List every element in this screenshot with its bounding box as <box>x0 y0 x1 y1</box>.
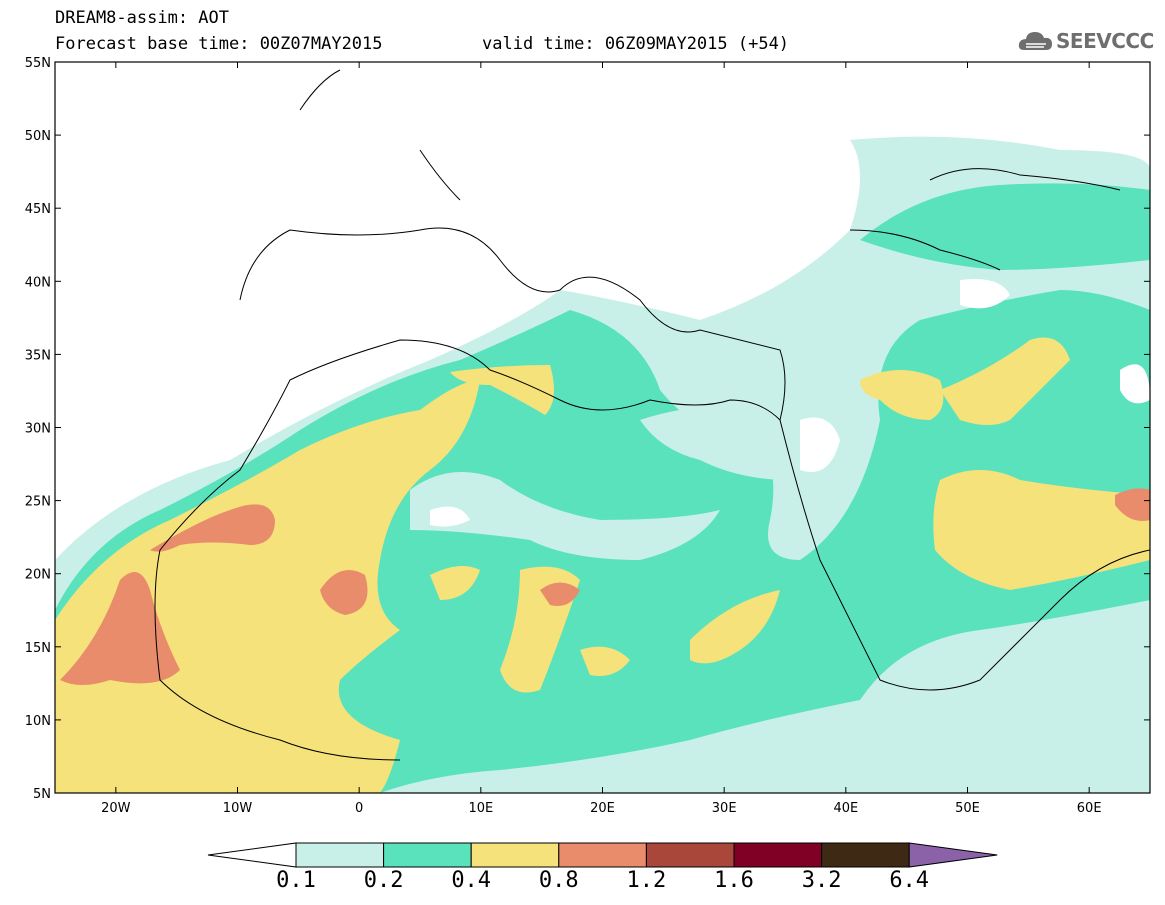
forecast-times: Forecast base time: 00Z07MAY2015 valid ti… <box>55 34 789 54</box>
aot-contours <box>55 62 1150 793</box>
aot-band-0.8-oman <box>1115 488 1150 521</box>
lon-label-20W: 20W <box>101 801 131 816</box>
legend-box <box>645 842 735 868</box>
aot-band-0.8-mauritania <box>150 504 275 552</box>
lat-label-25N: 25N <box>25 495 51 510</box>
legend-box <box>733 842 823 868</box>
aot-hole-egypt <box>640 406 792 480</box>
aot-band-0.4-chad <box>430 566 480 600</box>
valid-time: valid time: 06Z09MAY2015 (+54) <box>482 34 790 54</box>
legend-box <box>821 842 910 868</box>
legend-label: 0.8 <box>538 868 579 893</box>
cloud-icon <box>1018 32 1052 50</box>
lon-label-50E: 50E <box>955 801 980 816</box>
aot-hole-white-4 <box>1120 364 1150 404</box>
lat-label-50N: 50N <box>25 129 51 144</box>
lat-label-5N: 5N <box>33 787 51 802</box>
seevccc-logo: SEEVCCC <box>1018 26 1154 56</box>
legend-label: 0.2 <box>363 868 404 893</box>
color-bar <box>207 842 998 868</box>
coastlines <box>154 69 1150 761</box>
aot-hole-white-3 <box>960 279 1010 309</box>
lon-label-10E: 10E <box>468 801 493 816</box>
lon-label-20E: 20E <box>590 801 615 816</box>
aot-band-0.4-chad2 <box>580 646 630 676</box>
aot-band-0.4-west <box>55 380 480 793</box>
aot-hole-white-1 <box>800 417 840 472</box>
aot-band-0.4-north <box>450 365 554 415</box>
lat-label-40N: 40N <box>25 275 51 290</box>
aot-band-0.4-sudan2 <box>690 590 780 664</box>
logo-text: SEEVCCC <box>1056 29 1154 53</box>
aot-band-0.4-iraq <box>860 370 944 420</box>
lat-label-15N: 15N <box>25 641 51 656</box>
lat-label-35N: 35N <box>25 348 51 363</box>
lat-label-20N: 20N <box>25 568 51 583</box>
aot-band-0.8-chad <box>540 582 580 606</box>
aot-band-0.2-north <box>860 183 1150 270</box>
legend-label: 6.4 <box>889 868 930 893</box>
lon-label-40E: 40E <box>833 801 858 816</box>
legend-label: 0.1 <box>276 868 316 893</box>
lon-label-0: 0 <box>355 801 363 816</box>
base-time: Forecast base time: 00Z07MAY2015 <box>55 34 383 54</box>
lat-label-10N: 10N <box>25 714 51 729</box>
aot-band-0.4-arabia <box>933 470 1150 590</box>
aot-hole-sahara <box>410 472 720 560</box>
aot-hole-white-2 <box>430 506 470 527</box>
lat-label-55N: 55N <box>25 56 51 71</box>
legend-label: 0.4 <box>451 868 492 893</box>
longitude-axis: 20W 10W 0 10E 20E 30E 40E 50E 60E <box>101 62 1102 816</box>
legend-box <box>470 842 560 868</box>
map-title: DREAM8-assim: AOT <box>55 8 229 28</box>
legend-label: 3.2 <box>801 868 842 893</box>
aot-band-0.8-west <box>60 572 180 685</box>
latitude-axis: 55N 50N 45N 40N 35N 30N 25N 20N 15N 10N 5N <box>25 56 1150 802</box>
aot-band-0.4-iran <box>940 337 1070 425</box>
legend-min-arrow <box>207 842 297 868</box>
lat-label-45N: 45N <box>25 202 51 217</box>
lat-label-30N: 30N <box>25 422 51 437</box>
lon-label-60E: 60E <box>1077 801 1102 816</box>
legend-max-arrow <box>908 842 998 868</box>
legend-label: 1.2 <box>626 868 667 893</box>
legend-box <box>383 842 472 868</box>
aot-band-0.8-mali <box>320 570 368 615</box>
legend-box <box>295 842 385 868</box>
lon-label-10W: 10W <box>223 801 253 816</box>
lon-label-30E: 30E <box>712 801 737 816</box>
legend-box <box>558 842 647 868</box>
legend-label: 1.6 <box>714 868 754 893</box>
